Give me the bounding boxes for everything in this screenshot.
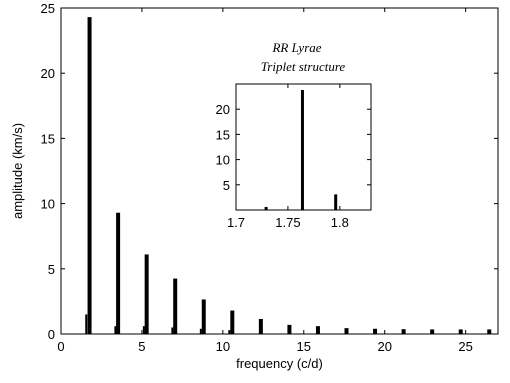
bar: [203, 327, 206, 334]
inset-y-tick-label: 15: [216, 127, 230, 142]
bar: [87, 17, 92, 335]
inset-y-tick-label: 5: [223, 178, 230, 193]
bar: [458, 329, 463, 334]
x-tick-label: 25: [458, 339, 472, 354]
bar: [116, 212, 121, 334]
inset-y-tick-label: 20: [216, 102, 230, 117]
x-tick-label: 10: [216, 339, 230, 354]
bar: [315, 326, 320, 334]
y-tick-label: 10: [41, 197, 55, 212]
bar: [487, 329, 492, 334]
y-tick-label: 0: [48, 327, 55, 342]
x-tick-label: 0: [57, 339, 64, 354]
x-axis-label: frequency (c/d): [236, 356, 323, 371]
y-tick-label: 25: [41, 1, 55, 16]
bar: [430, 329, 435, 334]
inset-y-tick-label: 10: [216, 153, 230, 168]
y-tick-label: 20: [41, 66, 55, 81]
bar: [373, 328, 378, 334]
y-tick-label: 15: [41, 131, 55, 146]
bar: [258, 319, 263, 334]
y-axis-label: amplitude (km/s): [10, 123, 25, 219]
inset-x-tick-label: 1.7: [227, 215, 245, 230]
bar: [174, 324, 177, 334]
bar: [199, 328, 202, 334]
bar: [231, 329, 234, 334]
inset-bar: [334, 194, 338, 210]
inset-bar: [300, 90, 304, 210]
inset-title-line2: Triplet structure: [261, 59, 346, 74]
inset-bar: [264, 206, 268, 210]
bar: [114, 326, 117, 334]
inset-title-line1: RR Lyrae: [271, 40, 321, 55]
bar: [146, 320, 149, 334]
x-tick-label: 15: [297, 339, 311, 354]
bar: [144, 254, 149, 334]
bar: [201, 299, 206, 334]
inset-plot: RR Lyrae Triplet structure 1.7 1.75 1.8 5 10…: [216, 40, 372, 230]
bar: [142, 326, 145, 334]
bar: [287, 324, 292, 334]
bar: [230, 310, 235, 334]
inset-x-tick-label: 1.75: [275, 215, 300, 230]
bar: [171, 327, 174, 334]
bar: [401, 329, 406, 334]
y-tick-label: 5: [48, 262, 55, 277]
bar: [85, 314, 88, 334]
bar: [117, 318, 120, 334]
bar: [89, 293, 92, 334]
x-tick-label: 5: [138, 339, 145, 354]
bar: [344, 328, 349, 334]
main-plot: 0 5 10 15 20 25 0 5 10 15 20 25 frequency (c/d) ampli…: [10, 1, 499, 371]
x-tick-label: 20: [377, 339, 391, 354]
bar: [173, 278, 178, 334]
inset-x-tick-label: 1.8: [331, 215, 349, 230]
bar: [228, 330, 231, 334]
